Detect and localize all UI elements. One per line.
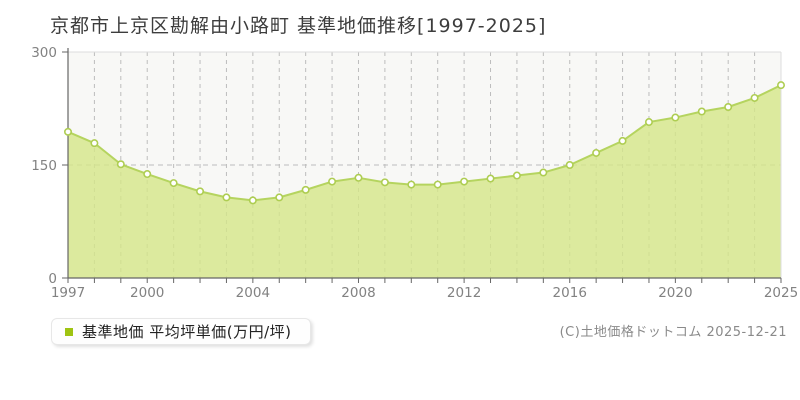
x-tick-label: 2025 <box>764 285 798 301</box>
data-point-marker <box>724 102 733 111</box>
x-tick-label: 2016 <box>553 285 587 301</box>
data-point-marker <box>354 173 363 182</box>
data-point-marker <box>90 139 99 148</box>
data-point-marker <box>671 113 680 122</box>
data-point-marker <box>539 168 548 177</box>
data-point-marker <box>275 193 284 202</box>
trend-line <box>67 84 782 202</box>
data-point-marker <box>512 171 521 180</box>
chart-title: 京都市上京区勘解由小路町 基準地価推移[1997-2025] <box>50 15 547 37</box>
data-point-marker <box>248 196 257 205</box>
area-fill <box>68 85 781 278</box>
x-tick-label: 2008 <box>341 285 375 301</box>
y-tick-label: 300 <box>31 45 57 61</box>
data-point-marker <box>565 161 574 170</box>
data-point-marker <box>196 187 205 196</box>
data-point-marker <box>776 81 785 90</box>
data-point-marker <box>750 93 759 102</box>
data-point-marker <box>618 136 627 145</box>
data-point-marker <box>328 177 337 186</box>
y-tick-label: 0 <box>48 271 57 287</box>
data-point-marker <box>143 170 152 179</box>
data-point-marker <box>486 174 495 183</box>
data-point-marker <box>116 160 125 169</box>
data-point-marker <box>169 179 178 188</box>
copyright-text: (C)土地価格ドットコム 2025-12-21 <box>559 325 787 340</box>
data-point-marker <box>644 118 653 127</box>
data-point-marker <box>697 107 706 116</box>
legend-label: 基準地価 平均坪単価(万円/坪) <box>82 323 292 341</box>
x-tick-label: 1997 <box>51 285 85 301</box>
y-tick-label: 150 <box>31 158 57 174</box>
x-tick-label: 2000 <box>130 285 164 301</box>
price-trend-area-chart: 0 150 300 1997 2000 2004 2008 2012 2016 2020 2025 <box>31 45 798 301</box>
x-tick-label: 2012 <box>447 285 481 301</box>
legend-swatch-icon <box>65 327 73 336</box>
legend: 基準地価 平均坪単価(万円/坪) <box>51 318 311 345</box>
data-point-marker <box>433 180 442 189</box>
x-tick-label: 2004 <box>236 285 270 301</box>
data-point-marker <box>64 127 73 136</box>
data-point-marker <box>380 178 389 187</box>
x-tick-label: 2020 <box>658 285 692 301</box>
data-point-marker <box>222 193 231 202</box>
data-point-marker <box>460 177 469 186</box>
data-point-marker <box>592 148 601 157</box>
data-point-marker <box>301 185 310 194</box>
data-point-marker <box>407 180 416 189</box>
